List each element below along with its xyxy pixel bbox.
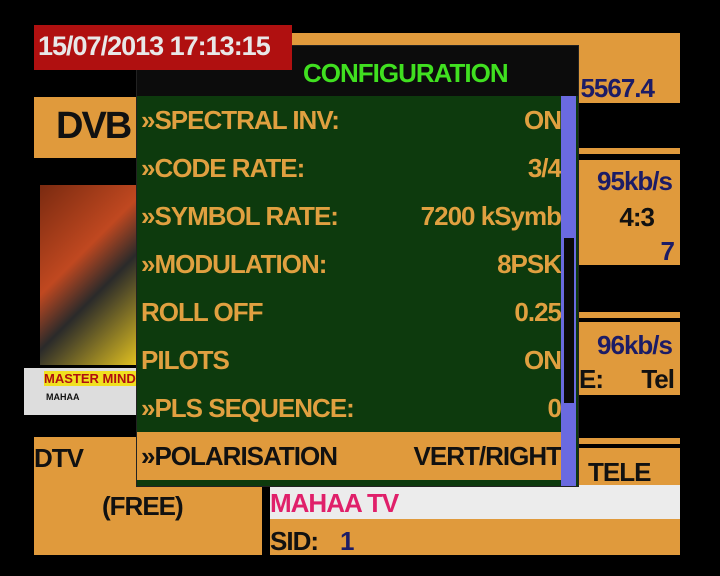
language-label: E: (579, 364, 604, 394)
service-type-box: DTV (FREE) (34, 437, 262, 555)
divider (565, 148, 680, 154)
config-value: 8PSK (497, 248, 562, 279)
config-row[interactable]: »SPECTRAL INV: ON (141, 96, 562, 144)
config-label: »PLS SEQUENCE: (141, 392, 355, 423)
datetime-box: 15/07/2013 17:13:15 (34, 25, 292, 70)
thumbnail-banner: MASTER MINDS MAHAA (24, 368, 145, 415)
standard-box: DVB (34, 97, 144, 158)
divider (565, 312, 680, 318)
config-row[interactable]: »SYMBOL RATE: 7200 kSymb (141, 192, 562, 240)
language-value: Tel (641, 364, 675, 394)
scrollbar-thumb[interactable] (564, 238, 574, 403)
sid-value: 1 (340, 526, 355, 556)
config-row[interactable]: PILOTS ON (141, 336, 562, 384)
video-thumbnail (40, 185, 136, 365)
config-label: »SPECTRAL INV: (141, 104, 340, 135)
sid-label: SID: (270, 526, 319, 556)
config-label: PILOTS (141, 344, 230, 375)
config-label: ROLL OFF (141, 296, 264, 327)
frequency-value: 5567.4 (580, 73, 655, 103)
scrambling-status: (FREE) (102, 491, 184, 521)
config-value: ON (524, 104, 562, 135)
scrollbar[interactable] (561, 96, 576, 486)
config-row[interactable]: »POLARISATION VERT/RIGHT (137, 432, 562, 480)
video-info-box: 95kb/s 4:3 7 (565, 160, 680, 266)
config-label: »SYMBOL RATE: (141, 200, 339, 231)
provider-name: TELE (588, 457, 651, 487)
config-row[interactable]: »CODE RATE: 3/4 (141, 144, 562, 192)
config-label: »MODULATION: (141, 248, 327, 279)
config-row[interactable]: »PLS SEQUENCE: 0 (141, 384, 563, 432)
config-row[interactable]: ROLL OFF 0.25 (141, 288, 562, 336)
video-value: 7 (660, 236, 676, 266)
config-row[interactable]: »MODULATION: 8PSK (141, 240, 562, 288)
config-label: »POLARISATION (141, 440, 338, 471)
audio-rate: 96kb/s (597, 330, 673, 360)
config-value: 3/4 (527, 152, 562, 183)
audio-info-box: 96kb/s E: Tel (565, 322, 680, 395)
banner-sub: MAHAA (46, 392, 80, 402)
panel-title: CONFIGURATION (303, 58, 509, 88)
banner-text: MASTER MINDS (44, 371, 145, 386)
panel-header: CONFIGURATION (137, 46, 578, 96)
standard-label: DVB (56, 105, 132, 147)
datetime: 15/07/2013 17:13:15 (38, 31, 271, 61)
config-value: 0.25 (514, 296, 562, 327)
config-value: ON (524, 344, 562, 375)
config-value: 0 (547, 392, 563, 423)
config-label: »CODE RATE: (141, 152, 305, 183)
config-value: 7200 kSymb (420, 200, 562, 231)
video-rate: 95kb/s (597, 166, 673, 196)
channel-name-strip: MAHAA TV (270, 485, 680, 519)
divider (577, 438, 680, 444)
config-value: VERT/RIGHT (413, 440, 562, 471)
channel-name: MAHAA TV (270, 488, 399, 518)
service-type: DTV (34, 443, 84, 473)
configuration-panel: CONFIGURATION »SPECTRAL INV: ON »CODE RATE… (136, 45, 579, 487)
aspect-ratio: 4:3 (619, 202, 655, 232)
